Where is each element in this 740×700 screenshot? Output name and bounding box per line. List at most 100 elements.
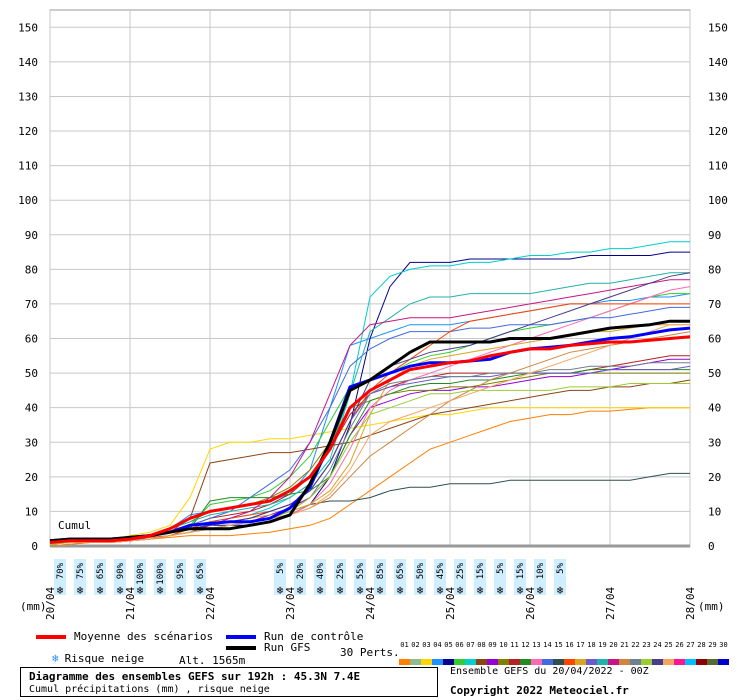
pert-number: 17 — [576, 641, 585, 649]
pert-number: 13 — [532, 641, 541, 649]
pert-swatch — [443, 659, 454, 665]
x-tick-label: 20/04 — [44, 587, 57, 620]
y-tick-label: 110 — [708, 160, 728, 173]
y-tick-label: 90 — [25, 229, 38, 242]
snow-risk-cell — [274, 559, 286, 595]
pert-swatch — [498, 659, 509, 665]
snowflake-icon: ❄ — [177, 584, 184, 597]
snowflake-icon: ❄ — [557, 584, 564, 597]
run-info: Ensemble GEFS du 20/04/2022 - 00Z — [450, 666, 649, 677]
pert-number: 16 — [565, 641, 574, 649]
y-tick-label: 20 — [25, 471, 38, 484]
snow-risk-pct: 95% — [176, 562, 186, 579]
legend-control-label: Run de contrôle — [264, 630, 364, 643]
x-tick-label: 26/04 — [524, 587, 537, 620]
snowflake-icon: ❄ — [157, 584, 164, 597]
pert-swatch — [542, 659, 553, 665]
pert-swatch — [619, 659, 630, 665]
snow-risk-row: 70%❄75%❄65%❄90%❄100%❄100%❄95%❄65%❄5%❄20%… — [54, 559, 566, 597]
y-tick-label: 10 — [25, 505, 38, 518]
pert-swatch — [696, 659, 707, 665]
snowflake-icon: ❄ — [77, 584, 84, 597]
snow-risk-pct: 65% — [396, 562, 406, 579]
legend-perts: 30 Perts. — [340, 646, 400, 659]
pert-swatch — [663, 659, 674, 665]
snow-risk-pct: 15% — [476, 562, 486, 579]
copyright: Copyright 2022 Meteociel.fr — [450, 684, 629, 697]
legend-snow: ❄ Risque neige — [52, 652, 144, 665]
pert-number: 29 — [708, 641, 717, 649]
snow-risk-pct: 70% — [56, 562, 66, 579]
snow-risk-cell — [474, 559, 486, 595]
legend-mean-swatch — [36, 635, 66, 639]
pert-number: 15 — [554, 641, 563, 649]
pert-number: 10 — [499, 641, 508, 649]
pert-swatch — [399, 659, 410, 665]
y-tick-label: 0 — [31, 540, 38, 553]
snow-risk-cell — [394, 559, 406, 595]
pert-number: 09 — [488, 641, 497, 649]
snowflake-icon: ❄ — [317, 584, 324, 597]
snowflake-icon: ❄ — [197, 584, 204, 597]
snow-risk-pct: 25% — [456, 562, 466, 579]
snow-risk-cell — [434, 559, 446, 595]
grid — [49, 9, 691, 548]
x-tick-label: 28/04 — [684, 587, 697, 620]
pert-swatch — [564, 659, 575, 665]
y-tick-label: 120 — [708, 125, 728, 138]
snow-risk-pct: 5% — [276, 562, 286, 573]
snowflake-icon: ❄ — [277, 584, 284, 597]
pert-number: 07 — [466, 641, 475, 649]
snow-risk-pct: 55% — [356, 562, 366, 579]
snow-risk-cell — [194, 559, 206, 595]
snow-risk-pct: 5% — [556, 562, 566, 573]
y-tick-label: 140 — [18, 56, 38, 69]
pert-swatch — [575, 659, 586, 665]
pert-swatch — [432, 659, 443, 665]
legend-control-swatch — [226, 635, 256, 639]
snowflake-icon: ❄ — [137, 584, 144, 597]
snowflake-icon: ❄ — [537, 584, 544, 597]
pert-number: 24 — [653, 641, 662, 649]
main-series — [49, 319, 691, 544]
snow-risk-cell — [294, 559, 306, 595]
ylabel-left: (mm) — [20, 600, 47, 613]
pert-swatch — [509, 659, 520, 665]
snow-risk-pct: 90% — [116, 562, 126, 579]
pert-number: 05 — [444, 641, 453, 649]
pert-swatch — [410, 659, 421, 665]
y-tick-label: 150 — [18, 21, 38, 34]
snowflake-icon: ❄ — [477, 584, 484, 597]
pert-color-swatches — [399, 650, 729, 665]
x-tick-label: 21/04 — [124, 587, 137, 620]
pert-swatch — [652, 659, 663, 665]
snow-risk-pct: 65% — [196, 562, 206, 579]
snow-risk-pct: 10% — [536, 562, 546, 579]
member-line-24 — [50, 324, 690, 543]
snow-risk-pct: 65% — [96, 562, 106, 579]
pert-swatch — [718, 659, 729, 665]
snow-risk-cell — [154, 559, 166, 595]
pert-number: 28 — [697, 641, 706, 649]
snow-risk-pct: 45% — [436, 562, 446, 579]
y-tick-label: 70 — [708, 298, 721, 311]
snowflake-icon: ❄ — [337, 584, 344, 597]
pert-swatch — [476, 659, 487, 665]
snow-risk-pct: 100% — [136, 562, 146, 584]
snowflake-icon: ❄ — [497, 584, 504, 597]
pert-swatch — [597, 659, 608, 665]
y-tick-label: 10 — [708, 505, 721, 518]
pert-number: 30 — [719, 641, 728, 649]
legend-mean-label: Moyenne des scénarios — [74, 630, 214, 643]
y-tick-label: 140 — [708, 56, 728, 69]
y-tick-label: 110 — [18, 160, 38, 173]
snow-risk-pct: 85% — [376, 562, 386, 579]
pert-swatch — [520, 659, 531, 665]
x-tick-label: 24/04 — [364, 587, 377, 620]
x-axis: 20/04 21/04 22/04 23/04 24/04 25/04 26/04 27/04… — [44, 587, 697, 620]
y-tick-label: 100 — [708, 194, 728, 207]
snowflake-icon: ❄ — [57, 584, 64, 597]
snow-risk-cell — [114, 559, 126, 595]
snowflake-icon: ❄ — [97, 584, 104, 597]
snow-risk-cell — [314, 559, 326, 595]
